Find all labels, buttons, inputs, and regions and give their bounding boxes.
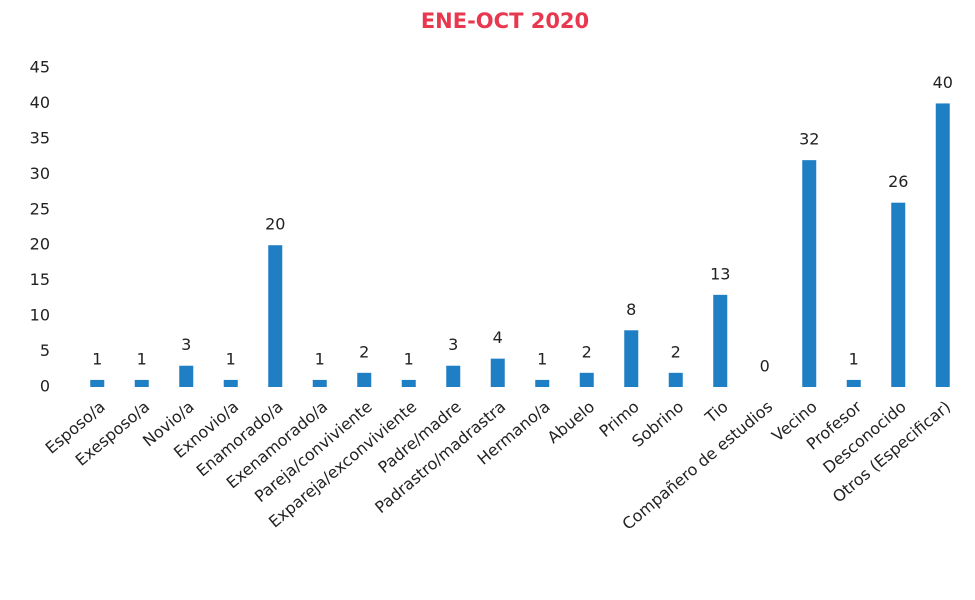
bar [802, 160, 817, 387]
y-tick-label: 45 [30, 58, 50, 77]
y-tick-label: 20 [30, 235, 50, 254]
bar [179, 365, 194, 387]
bar [268, 245, 283, 387]
bar [846, 379, 861, 387]
value-label: 26 [888, 172, 908, 191]
value-label: 2 [582, 342, 592, 361]
x-tick-label: Tio [701, 397, 732, 427]
bar [891, 202, 906, 387]
value-label: 3 [448, 335, 458, 354]
bar [312, 379, 327, 387]
y-tick-label: 15 [30, 270, 50, 289]
value-label: 8 [626, 300, 636, 319]
y-tick-label: 35 [30, 128, 50, 147]
bar [134, 379, 149, 387]
value-label: 1 [404, 349, 414, 368]
x-tick-label: Compañero de estudios [618, 397, 776, 534]
value-label: 2 [671, 342, 681, 361]
value-label: 20 [265, 215, 285, 234]
value-label: 32 [799, 130, 819, 149]
bar [490, 358, 505, 387]
bar [401, 379, 416, 387]
value-label: 1 [315, 349, 325, 368]
y-tick-label: 25 [30, 199, 50, 218]
chart-title: ENE-OCT 2020 [421, 9, 589, 33]
y-tick-label: 30 [30, 164, 50, 183]
bar [90, 379, 105, 387]
value-label: 1 [226, 349, 236, 368]
bar [668, 372, 683, 387]
value-label: 1 [537, 349, 547, 368]
value-label: 0 [760, 357, 770, 376]
bar [624, 330, 639, 387]
bar [535, 379, 550, 387]
value-label: 1 [137, 349, 147, 368]
y-tick-label: 5 [40, 341, 50, 360]
bar [579, 372, 594, 387]
value-label: 2 [359, 342, 369, 361]
value-label: 13 [710, 264, 730, 283]
value-label: 40 [933, 73, 953, 92]
bar [935, 103, 950, 387]
y-tick-label: 40 [30, 93, 50, 112]
bar [357, 372, 372, 387]
value-label: 1 [92, 349, 102, 368]
bar [446, 365, 461, 387]
value-label: 3 [181, 335, 191, 354]
value-label: 1 [849, 349, 859, 368]
y-tick-label: 10 [30, 306, 50, 325]
value-label: 4 [493, 328, 503, 347]
x-tick-label: Abuelo [544, 397, 599, 447]
bar [713, 294, 728, 387]
bar [223, 379, 238, 387]
y-tick-label: 0 [40, 377, 50, 396]
